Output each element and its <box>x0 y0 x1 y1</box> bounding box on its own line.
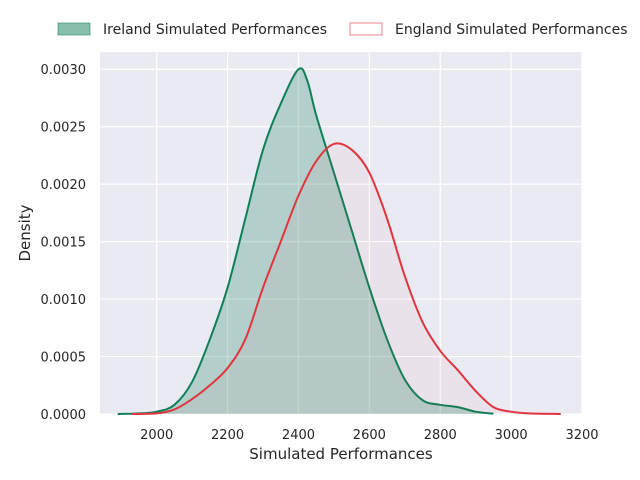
x-tick-label: 3000 <box>495 428 528 443</box>
x-tick-label: 2800 <box>424 428 457 443</box>
x-tick-label: 2200 <box>211 428 244 443</box>
y-axis-ticks: 0.0000 0.0005 0.0010 0.0015 0.0020 0.0025 0.00… <box>41 63 87 423</box>
y-tick-label: 0.0015 <box>41 236 87 251</box>
england-legend-label: England Simulated Performances <box>395 22 628 38</box>
ireland-legend-label: Ireland Simulated Performances <box>103 22 327 38</box>
x-axis-label: Simulated Performances <box>249 445 433 463</box>
y-tick-label: 0.0005 <box>41 351 87 366</box>
x-tick-label: 2600 <box>353 428 386 443</box>
x-tick-label: 3200 <box>565 428 598 443</box>
x-axis-ticks: 2000 2200 2400 2600 2800 3000 3200 <box>140 428 598 443</box>
series-layer <box>117 67 561 415</box>
x-tick-label: 2000 <box>140 428 173 443</box>
ireland-density-line <box>117 67 494 415</box>
legend: Ireland Simulated Performances England Si… <box>57 22 628 38</box>
y-axis-label: Density <box>16 204 34 261</box>
y-tick-label: 0.0010 <box>41 293 87 308</box>
ireland-legend-swatch <box>57 22 91 36</box>
ireland-density-area <box>117 68 494 414</box>
plot-background <box>100 52 582 414</box>
y-tick-label: 0.0030 <box>41 63 87 78</box>
england-density-area <box>131 143 561 414</box>
y-tick-label: 0.0025 <box>41 121 87 136</box>
x-tick-label: 2400 <box>282 428 315 443</box>
y-tick-label: 0.0020 <box>41 178 87 193</box>
grid-lines <box>100 52 583 415</box>
y-tick-label: 0.0000 <box>41 408 87 423</box>
england-legend-swatch <box>349 22 383 36</box>
england-density-line <box>131 142 561 415</box>
